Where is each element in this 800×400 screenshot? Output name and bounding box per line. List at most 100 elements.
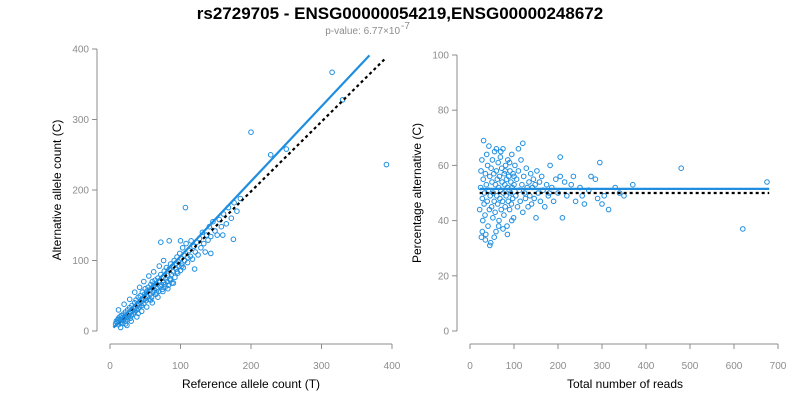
data-point: [506, 206, 513, 213]
data-point: [482, 212, 488, 218]
y-tick-label: 100: [72, 256, 89, 267]
data-point: [493, 168, 500, 174]
data-point: [509, 151, 515, 158]
y-tick-label: 80: [438, 106, 450, 117]
y-tick-label: 300: [72, 115, 89, 126]
data-point: [208, 250, 214, 257]
data-point: [527, 193, 533, 199]
data-point: [480, 217, 486, 224]
data-point: [329, 69, 335, 76]
data-point: [515, 146, 522, 152]
data-point: [191, 266, 198, 272]
data-point: [527, 170, 534, 177]
data-point: [502, 181, 508, 188]
data-point: [480, 176, 487, 182]
y-tick-label: 100: [432, 51, 449, 62]
data-point: [492, 209, 498, 216]
data-point: [136, 284, 143, 291]
data-point: [146, 273, 152, 279]
data-point: [594, 195, 601, 202]
data-point: [572, 198, 579, 205]
data-point: [499, 198, 506, 205]
data-point: [126, 296, 133, 303]
x-tick-label: 300: [594, 361, 611, 372]
data-point: [492, 181, 499, 188]
data-point: [483, 151, 490, 158]
data-point: [490, 215, 496, 221]
data-point: [172, 274, 178, 281]
y-tick-label: 0: [83, 327, 89, 338]
figure-subtitle-exponent: -7: [401, 21, 410, 32]
y-tick-label: 200: [72, 186, 89, 197]
left-y-ticks: 0 100 200 300 400: [72, 45, 97, 338]
y-tick-label: 20: [438, 271, 450, 282]
data-point: [517, 198, 524, 205]
data-point: [538, 173, 545, 180]
data-point: [481, 201, 487, 207]
y-tick-label: 40: [438, 216, 450, 227]
data-point: [115, 307, 122, 313]
data-point: [490, 190, 497, 196]
data-point: [201, 240, 207, 247]
data-point: [616, 190, 623, 196]
y-tick-label: 400: [72, 45, 89, 56]
data-point: [149, 300, 156, 306]
data-point: [507, 190, 514, 196]
data-point: [383, 161, 390, 168]
data-point: [162, 281, 168, 288]
data-point: [494, 201, 501, 207]
data-point: [189, 256, 196, 262]
data-point: [212, 228, 218, 234]
data-point: [134, 314, 140, 320]
data-point: [533, 215, 539, 221]
data-point: [486, 143, 492, 149]
data-point: [484, 162, 491, 169]
data-point: [487, 193, 494, 199]
data-point: [495, 223, 502, 229]
data-point: [491, 234, 498, 240]
data-point: [192, 249, 199, 255]
data-point: [509, 217, 515, 224]
data-point: [510, 170, 516, 177]
data-point: [205, 237, 211, 243]
data-point: [218, 223, 225, 230]
data-point: [491, 198, 498, 205]
data-point: [135, 305, 141, 312]
data-point: [179, 263, 185, 269]
data-point: [498, 165, 505, 171]
data-point: [478, 234, 485, 240]
data-point: [511, 181, 517, 188]
data-point: [537, 198, 544, 205]
data-point: [497, 195, 503, 202]
data-point: [170, 280, 177, 286]
data-point: [128, 318, 134, 324]
data-point: [564, 193, 570, 199]
figure-title: rs2729705 - ENSG00000054219,ENSG00000248…: [197, 4, 603, 23]
data-point: [248, 129, 254, 135]
data-point: [177, 238, 184, 244]
data-point: [550, 198, 557, 205]
y-tick-label: 60: [438, 161, 450, 172]
data-point: [520, 173, 527, 180]
data-point: [489, 157, 496, 163]
data-point: [528, 201, 535, 207]
data-point: [542, 204, 548, 210]
data-point: [497, 154, 504, 160]
data-point: [495, 159, 502, 166]
data-point: [581, 201, 588, 207]
x-tick-label: 400: [638, 361, 655, 372]
data-point: [484, 198, 491, 205]
data-point: [678, 165, 685, 171]
data-point: [483, 181, 490, 188]
data-point: [143, 304, 150, 310]
data-point: [199, 229, 206, 236]
x-tick-label: 500: [682, 361, 699, 372]
data-point: [141, 278, 147, 285]
data-point: [487, 239, 494, 246]
data-point: [223, 221, 230, 227]
data-point: [210, 218, 216, 225]
data-point: [476, 206, 483, 213]
data-point: [508, 201, 515, 207]
data-point: [570, 173, 577, 180]
